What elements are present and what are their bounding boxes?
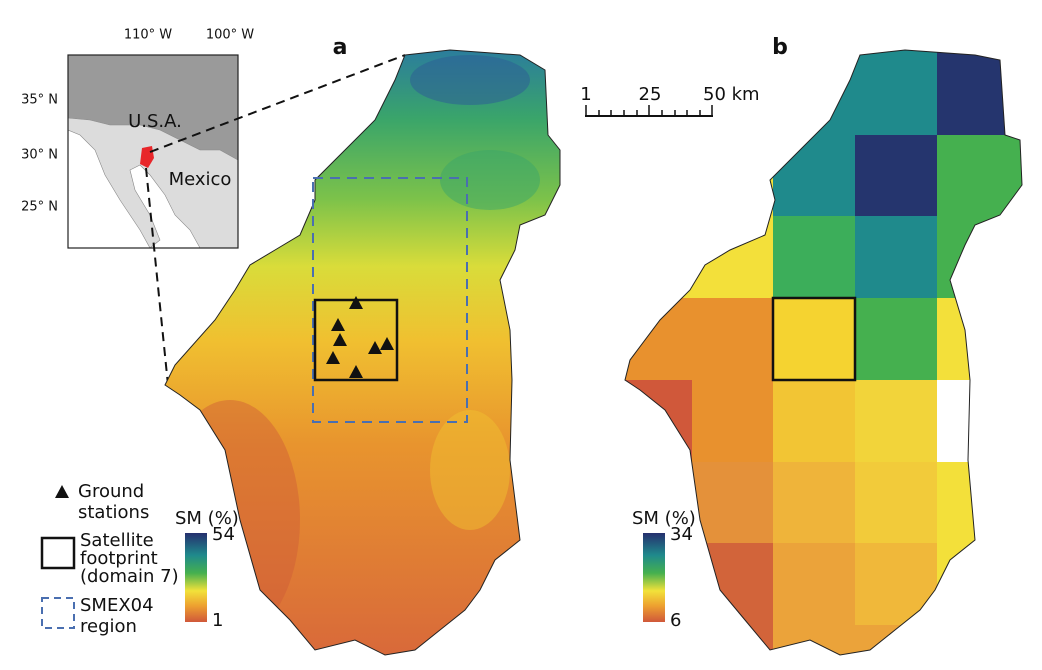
lat-label: 30° N: [21, 148, 58, 163]
colorbar-a: SM (%) 54 1: [175, 508, 239, 631]
legend-text: region: [80, 616, 137, 637]
country-label: U.S.A.: [128, 111, 182, 132]
cell: [937, 50, 1022, 135]
cell: [855, 50, 937, 135]
zoom-line: [145, 167, 169, 386]
inset-map: 110° W 100° W 35° N 30° N 25° N U.S.A. M…: [21, 28, 254, 249]
cell: [625, 380, 692, 470]
cell: [625, 298, 692, 380]
zoom-line: [149, 54, 406, 153]
cell: [773, 298, 855, 380]
scale-label: 1: [580, 84, 591, 105]
country-label: Mexico: [169, 169, 232, 190]
colorbar-title: SM (%): [632, 508, 696, 529]
wet-patch: [410, 55, 530, 105]
colorbar-min: 1: [212, 610, 223, 631]
colorbar-title: SM (%): [175, 508, 239, 529]
ground-stations: [326, 296, 394, 378]
station: [349, 365, 363, 378]
panel-b-map: [625, 50, 1022, 655]
colorbar: [643, 533, 665, 622]
station: [326, 351, 340, 364]
inset-frame: [67, 54, 239, 249]
cell: [773, 135, 855, 216]
scale-label: 50 km: [703, 84, 760, 105]
legend-footprint-symbol: [40, 536, 76, 570]
scale-bar: 1 25 50 km: [580, 84, 760, 117]
station: [368, 341, 382, 354]
wet-patch: [440, 150, 540, 210]
station: [331, 318, 345, 331]
smex04-region: [312, 177, 468, 423]
cell: [937, 135, 1022, 216]
cell: [773, 462, 855, 543]
cell: [773, 380, 855, 462]
inset-mexico: [67, 117, 239, 249]
colorbar: [185, 533, 207, 622]
legend-text: Satellite: [80, 530, 154, 551]
colorbar-max: 54: [212, 524, 235, 545]
cell: [692, 298, 773, 380]
legend-text: SMEX04: [80, 595, 154, 616]
station: [333, 333, 347, 346]
scale-ticks: [585, 105, 713, 116]
panel-label: b: [772, 35, 788, 60]
legend-text: stations: [78, 502, 149, 523]
satellite-footprint: [771, 296, 857, 382]
cell: [692, 462, 773, 543]
cell: [692, 543, 773, 655]
cell: [855, 135, 937, 216]
cell: [773, 216, 855, 298]
cell: [692, 135, 773, 216]
lon-label: 100° W: [206, 28, 254, 43]
lon-label: 110° W: [124, 28, 172, 43]
cell: [855, 462, 937, 543]
cell: [773, 625, 937, 655]
cell: [855, 298, 937, 380]
legend-text: footprint: [80, 548, 158, 569]
legend-text: Ground: [78, 481, 144, 502]
cell: [855, 216, 937, 298]
colorbar-min: 6: [670, 610, 681, 631]
legend-text: (domain 7): [80, 566, 179, 587]
scale-label: 25: [639, 84, 662, 105]
patch: [430, 410, 510, 530]
lat-label: 25° N: [21, 200, 58, 215]
lat-label: 35° N: [21, 93, 58, 108]
cell: [937, 380, 1022, 462]
legend-smex-symbol: [41, 597, 75, 629]
legend: Ground stations Satellite footprint (dom…: [40, 481, 179, 637]
legend-station-symbol: [55, 485, 69, 498]
station: [349, 296, 363, 309]
cell: [855, 380, 937, 462]
panel-label: a: [333, 35, 348, 60]
cell: [773, 543, 855, 625]
basin-outline: [624, 49, 1023, 656]
colorbar-max: 34: [670, 524, 693, 545]
colorbar-b: SM (%) 34 6: [632, 508, 696, 631]
cell: [692, 380, 773, 462]
station: [380, 337, 394, 350]
basin-outline: [164, 49, 561, 656]
cell: [855, 543, 937, 625]
cell: [937, 216, 1022, 298]
